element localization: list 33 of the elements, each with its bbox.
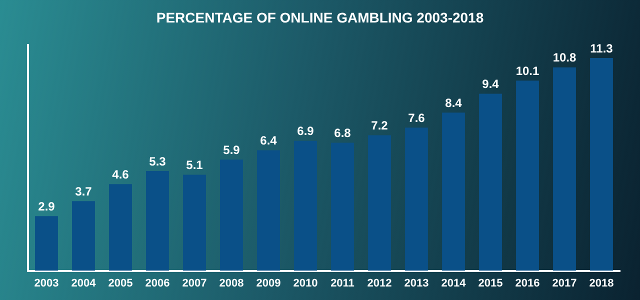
x-tick-label: 2017 <box>552 277 577 290</box>
x-tick-label: 2016 <box>515 277 540 290</box>
data-label: 3.7 <box>75 184 92 198</box>
data-label: 5.3 <box>149 154 166 168</box>
x-tick-label: 2014 <box>441 277 467 290</box>
x-tick-label: 2004 <box>71 277 97 290</box>
x-tick-label: 2010 <box>293 277 318 290</box>
data-label: 6.9 <box>297 124 314 138</box>
x-tick-label: 2015 <box>478 277 503 290</box>
data-label: 10.1 <box>516 64 540 78</box>
x-tick-label: 2006 <box>145 277 170 290</box>
data-label: 11.3 <box>590 41 614 56</box>
x-tick-label: 2005 <box>108 277 133 290</box>
data-label: 4.6 <box>112 167 130 182</box>
x-tick-label: 2008 <box>219 277 244 290</box>
data-label: 9.4 <box>482 77 500 92</box>
x-tick-label: 2009 <box>256 277 281 290</box>
x-tick-label: 2012 <box>367 277 392 290</box>
data-label: 8.4 <box>445 96 462 110</box>
x-tick-label: 2011 <box>330 277 354 290</box>
x-tick-label: 2003 <box>34 277 59 290</box>
data-label: 6.4 <box>260 134 278 148</box>
x-tick-label: 2018 <box>589 277 614 290</box>
x-tick-label: 2013 <box>404 277 429 290</box>
data-label: 6.8 <box>334 126 352 140</box>
data-label: 7.6 <box>408 110 426 125</box>
data-label: 7.2 <box>371 118 388 133</box>
x-tick-label: 2007 <box>182 277 207 290</box>
data-label: 5.1 <box>186 158 204 172</box>
data-label: 2.9 <box>38 199 56 214</box>
data-label: 5.9 <box>223 142 240 157</box>
data-label: 10.8 <box>552 50 576 65</box>
chart-title: PERCENTAGE OF ONLINE GAMBLING 2003-2018 <box>156 9 484 26</box>
